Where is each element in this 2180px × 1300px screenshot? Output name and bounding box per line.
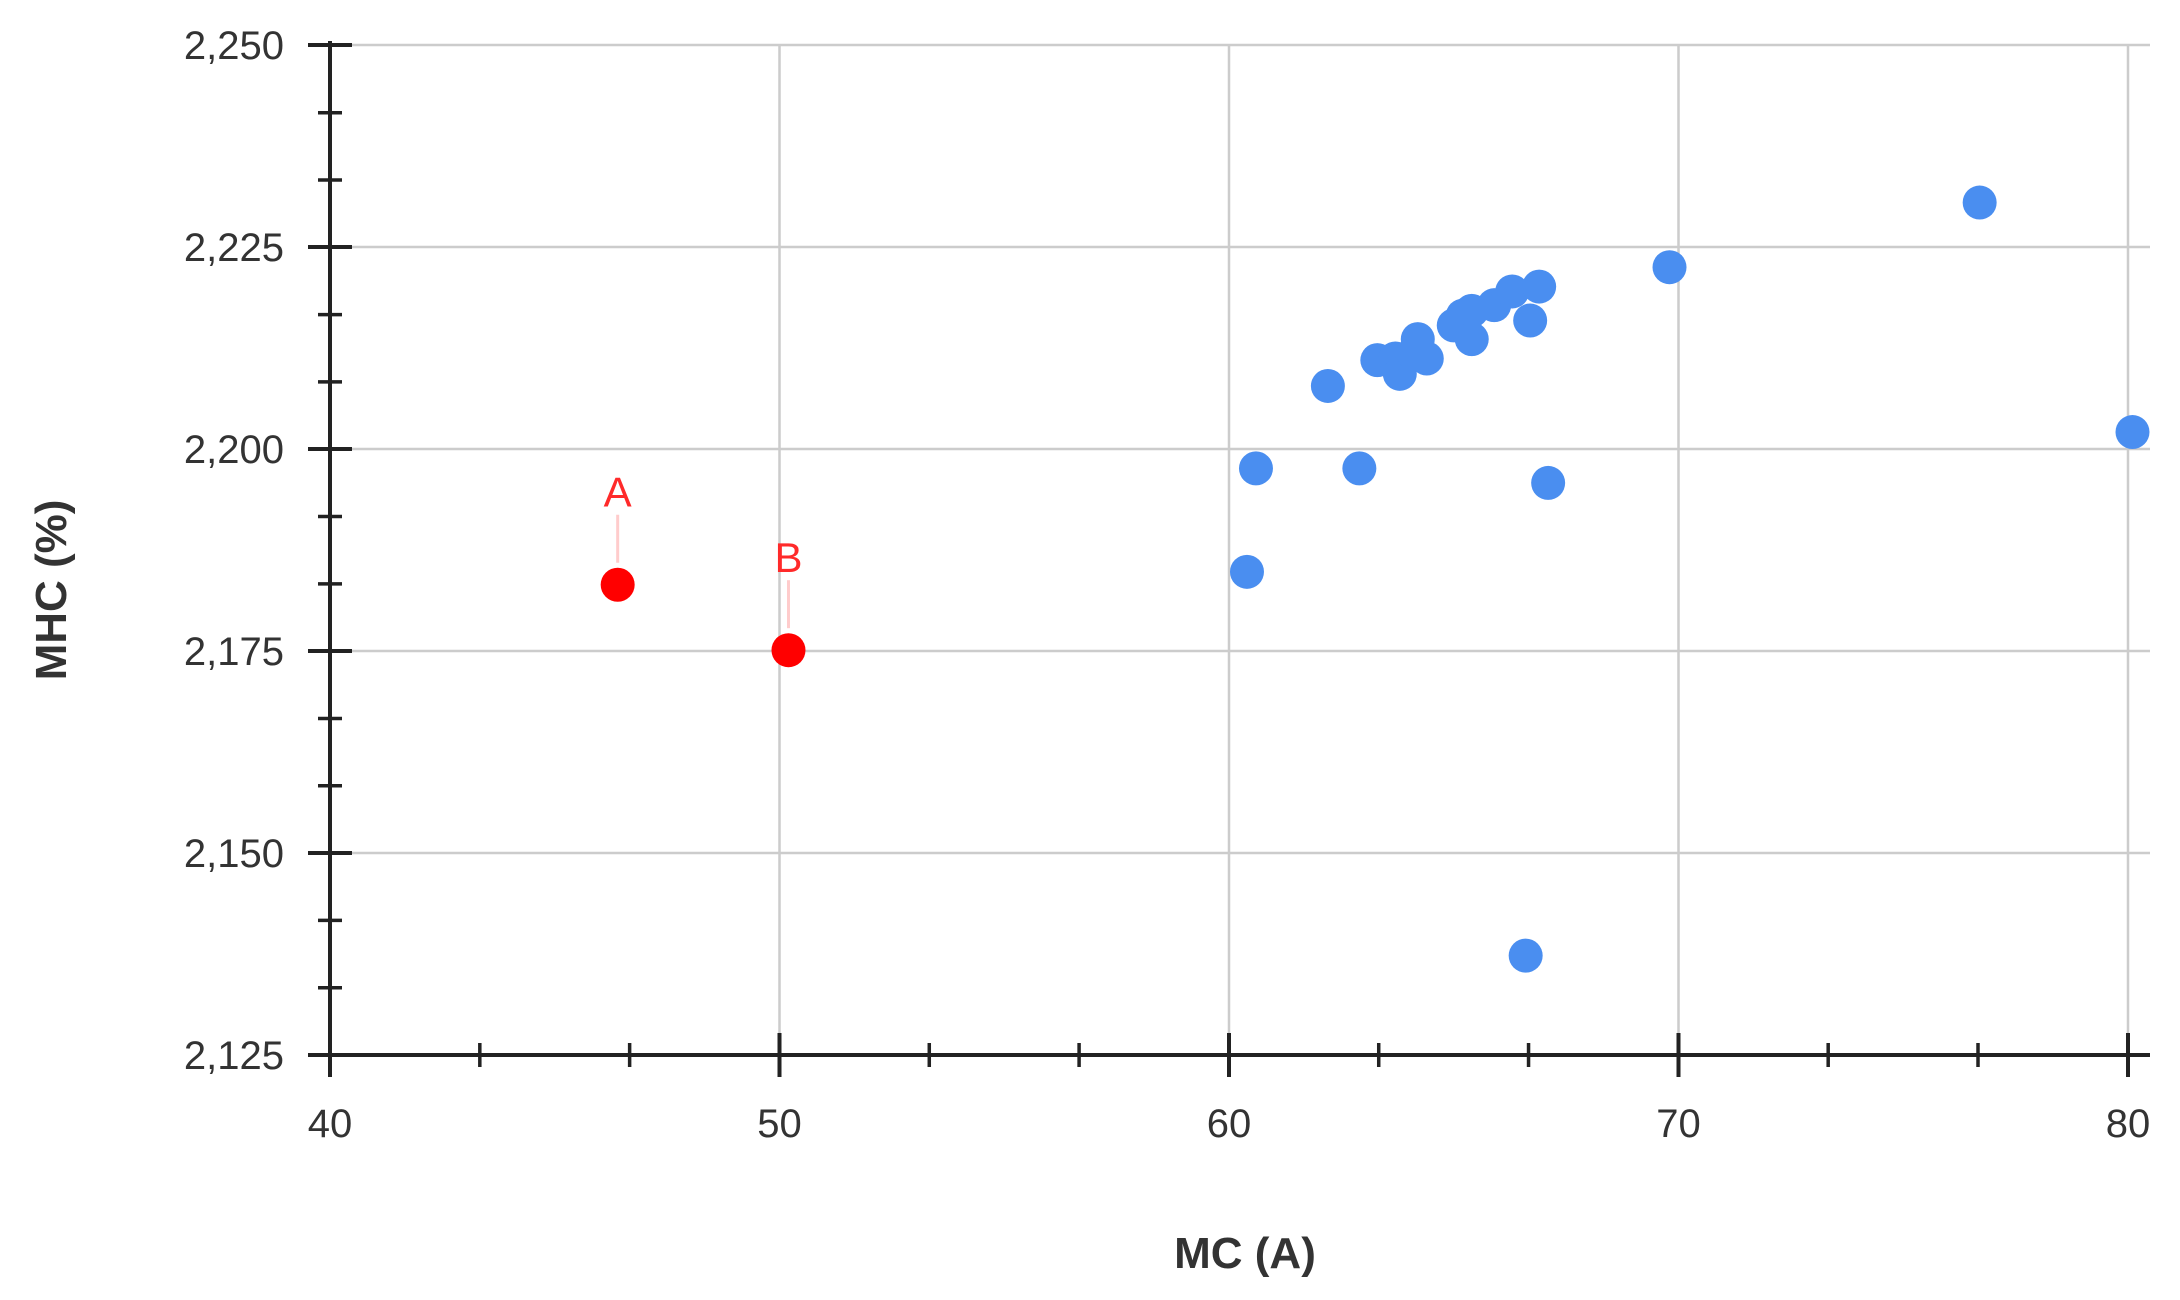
data-point <box>1454 322 1489 357</box>
data-point <box>1310 368 1345 403</box>
data-point <box>1238 451 1273 486</box>
point-label: B <box>774 534 802 581</box>
data-point <box>1508 938 1543 973</box>
data-points <box>1229 185 2150 973</box>
data-point <box>1229 554 1264 589</box>
x-tick-label: 70 <box>1656 1102 1701 1146</box>
x-tick-label: 80 <box>2106 1102 2151 1146</box>
data-point <box>2115 415 2150 450</box>
highlighted-points: AB <box>600 469 806 668</box>
x-tick-labels: 40 50 60 70 80 <box>308 1102 2151 1146</box>
data-point <box>1513 303 1548 338</box>
axes <box>308 41 2150 1077</box>
y-tick-label: 2,175 <box>184 630 284 674</box>
x-tick-label: 50 <box>757 1102 802 1146</box>
y-tick-label: 2,150 <box>184 832 284 876</box>
data-point <box>1652 250 1687 285</box>
x-tick-label: 40 <box>308 1102 353 1146</box>
data-point <box>1531 465 1566 500</box>
y-tick-label: 2,125 <box>184 1034 284 1078</box>
y-axis-title: MHC (%) <box>27 500 76 681</box>
y-tick-label: 2,225 <box>184 226 284 270</box>
y-tick-label: 2,200 <box>184 428 284 472</box>
x-tick-label: 60 <box>1207 1102 1252 1146</box>
point-label: A <box>604 469 632 516</box>
x-axis-title: MC (A) <box>1174 1229 1316 1278</box>
data-point <box>1522 269 1557 304</box>
gridlines <box>330 43 2150 1055</box>
data-point <box>1962 185 1997 220</box>
data-point <box>1342 451 1377 486</box>
y-tick-label: 2,250 <box>184 24 284 68</box>
y-tick-labels: 2,125 2,150 2,175 2,200 2,225 2,250 <box>184 24 284 1078</box>
minor-ticks <box>318 110 1980 1067</box>
highlighted-point <box>771 633 806 668</box>
data-point <box>1409 341 1444 376</box>
highlighted-point <box>600 567 635 602</box>
data-point <box>1495 274 1530 309</box>
